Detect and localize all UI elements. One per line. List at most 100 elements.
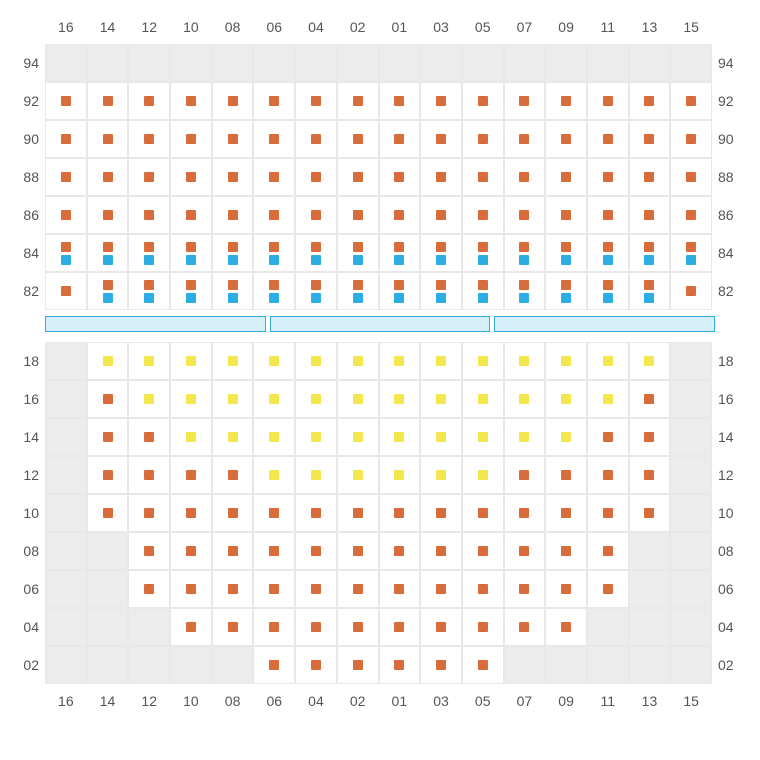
seat-cell[interactable] bbox=[170, 532, 212, 570]
seat-cell[interactable] bbox=[587, 196, 629, 234]
seat-cell[interactable] bbox=[87, 608, 129, 646]
seat-cell[interactable] bbox=[295, 456, 337, 494]
seat-cell[interactable] bbox=[670, 44, 712, 82]
seat-cell[interactable] bbox=[87, 44, 129, 82]
seat-cell[interactable] bbox=[170, 196, 212, 234]
seat-cell[interactable] bbox=[462, 342, 504, 380]
seat-cell[interactable] bbox=[212, 494, 254, 532]
seat-cell[interactable] bbox=[545, 234, 587, 272]
seat-cell[interactable] bbox=[379, 234, 421, 272]
seat-cell[interactable] bbox=[379, 342, 421, 380]
seat-cell[interactable] bbox=[253, 456, 295, 494]
seat-cell[interactable] bbox=[587, 380, 629, 418]
seat-cell[interactable] bbox=[45, 82, 87, 120]
seat-cell[interactable] bbox=[504, 234, 546, 272]
seat-cell[interactable] bbox=[420, 158, 462, 196]
seat-cell[interactable] bbox=[629, 456, 671, 494]
seat-cell[interactable] bbox=[253, 120, 295, 158]
seat-cell[interactable] bbox=[462, 196, 504, 234]
seat-cell[interactable] bbox=[629, 532, 671, 570]
seat-cell[interactable] bbox=[212, 380, 254, 418]
seat-cell[interactable] bbox=[670, 234, 712, 272]
seat-cell[interactable] bbox=[379, 380, 421, 418]
seat-cell[interactable] bbox=[504, 532, 546, 570]
seat-cell[interactable] bbox=[629, 120, 671, 158]
seat-cell[interactable] bbox=[295, 608, 337, 646]
seat-cell[interactable] bbox=[670, 342, 712, 380]
seat-cell[interactable] bbox=[337, 120, 379, 158]
seat-cell[interactable] bbox=[462, 456, 504, 494]
seat-cell[interactable] bbox=[587, 570, 629, 608]
seat-cell[interactable] bbox=[170, 120, 212, 158]
seat-cell[interactable] bbox=[170, 456, 212, 494]
seat-cell[interactable] bbox=[212, 608, 254, 646]
seat-cell[interactable] bbox=[45, 608, 87, 646]
seat-cell[interactable] bbox=[337, 82, 379, 120]
seat-cell[interactable] bbox=[253, 234, 295, 272]
seat-cell[interactable] bbox=[629, 82, 671, 120]
seat-cell[interactable] bbox=[629, 494, 671, 532]
seat-cell[interactable] bbox=[462, 272, 504, 310]
seat-cell[interactable] bbox=[670, 532, 712, 570]
seat-cell[interactable] bbox=[87, 494, 129, 532]
seat-cell[interactable] bbox=[629, 646, 671, 684]
seat-cell[interactable] bbox=[462, 44, 504, 82]
seat-cell[interactable] bbox=[420, 82, 462, 120]
seat-cell[interactable] bbox=[128, 532, 170, 570]
seat-cell[interactable] bbox=[170, 494, 212, 532]
seat-cell[interactable] bbox=[170, 272, 212, 310]
seat-cell[interactable] bbox=[337, 158, 379, 196]
seat-cell[interactable] bbox=[128, 196, 170, 234]
seat-cell[interactable] bbox=[212, 272, 254, 310]
seat-cell[interactable] bbox=[587, 418, 629, 456]
seat-cell[interactable] bbox=[212, 120, 254, 158]
seat-cell[interactable] bbox=[295, 380, 337, 418]
seat-cell[interactable] bbox=[253, 418, 295, 456]
seat-cell[interactable] bbox=[128, 646, 170, 684]
seat-cell[interactable] bbox=[670, 646, 712, 684]
seat-cell[interactable] bbox=[670, 82, 712, 120]
seat-cell[interactable] bbox=[379, 196, 421, 234]
seat-cell[interactable] bbox=[504, 158, 546, 196]
seat-cell[interactable] bbox=[545, 418, 587, 456]
seat-cell[interactable] bbox=[670, 196, 712, 234]
seat-cell[interactable] bbox=[629, 196, 671, 234]
seat-cell[interactable] bbox=[587, 532, 629, 570]
seat-cell[interactable] bbox=[504, 380, 546, 418]
seat-cell[interactable] bbox=[420, 234, 462, 272]
seat-cell[interactable] bbox=[462, 494, 504, 532]
seat-cell[interactable] bbox=[337, 196, 379, 234]
seat-cell[interactable] bbox=[629, 608, 671, 646]
seat-cell[interactable] bbox=[670, 272, 712, 310]
seat-cell[interactable] bbox=[337, 570, 379, 608]
seat-cell[interactable] bbox=[545, 196, 587, 234]
seat-cell[interactable] bbox=[253, 494, 295, 532]
seat-cell[interactable] bbox=[295, 570, 337, 608]
seat-cell[interactable] bbox=[170, 158, 212, 196]
seat-cell[interactable] bbox=[545, 494, 587, 532]
seat-cell[interactable] bbox=[545, 380, 587, 418]
seat-cell[interactable] bbox=[337, 44, 379, 82]
seat-cell[interactable] bbox=[87, 82, 129, 120]
seat-cell[interactable] bbox=[45, 272, 87, 310]
seat-cell[interactable] bbox=[545, 272, 587, 310]
seat-cell[interactable] bbox=[170, 82, 212, 120]
seat-cell[interactable] bbox=[379, 494, 421, 532]
seat-cell[interactable] bbox=[545, 646, 587, 684]
seat-cell[interactable] bbox=[87, 158, 129, 196]
seat-cell[interactable] bbox=[295, 272, 337, 310]
seat-cell[interactable] bbox=[462, 646, 504, 684]
seat-cell[interactable] bbox=[253, 608, 295, 646]
seat-cell[interactable] bbox=[253, 380, 295, 418]
seat-cell[interactable] bbox=[87, 456, 129, 494]
seat-cell[interactable] bbox=[420, 380, 462, 418]
seat-cell[interactable] bbox=[295, 120, 337, 158]
seat-cell[interactable] bbox=[587, 158, 629, 196]
seat-cell[interactable] bbox=[420, 342, 462, 380]
seat-cell[interactable] bbox=[295, 494, 337, 532]
seat-cell[interactable] bbox=[295, 158, 337, 196]
seat-cell[interactable] bbox=[420, 494, 462, 532]
seat-cell[interactable] bbox=[87, 120, 129, 158]
seat-cell[interactable] bbox=[670, 456, 712, 494]
seat-cell[interactable] bbox=[420, 418, 462, 456]
